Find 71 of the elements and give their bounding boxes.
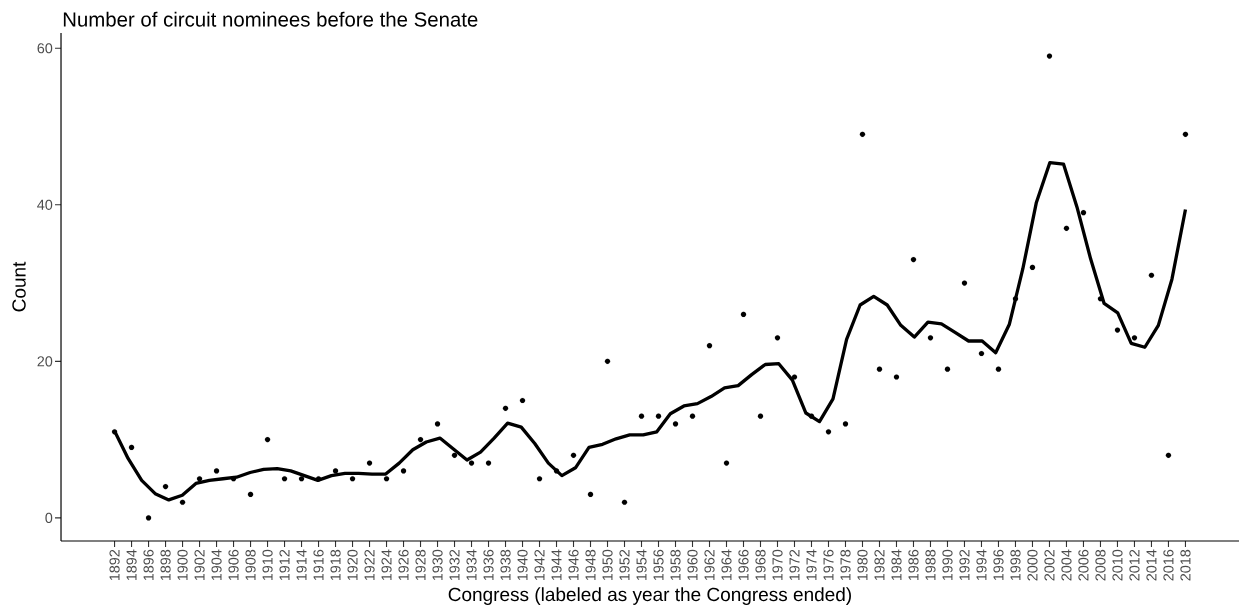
x-tick-label: 1894 [126,549,137,581]
x-tick-label: 1908 [245,549,256,581]
x-tick-label: 2004 [1061,549,1072,581]
x-tick-label: 1990 [942,549,953,581]
y-tick-label: 40 [37,199,53,210]
chart-title: Number of circuit nominees before the Senate [63,11,478,27]
x-tick-label: 2008 [1095,549,1106,581]
x-tick-label: 1938 [500,549,511,581]
x-tick-label: 1960 [687,549,698,581]
x-tick-label: 1982 [874,549,885,581]
y-tick-label: 20 [37,356,53,367]
x-tick-label: 1994 [976,549,987,581]
x-tick-label: 2000 [1027,549,1038,581]
x-tick-label: 1904 [211,549,222,581]
x-tick-label: 2006 [1078,549,1089,581]
x-tick-label: 1956 [653,549,664,581]
y-tick-label: 60 [37,43,53,54]
x-tick-label: 1950 [602,549,613,581]
x-tick-label: 1922 [364,549,375,581]
x-tick-label: 1906 [228,549,239,581]
x-tick-label: 1978 [840,549,851,581]
x-tick-label: 1954 [636,549,647,581]
x-tick-label: 2016 [1163,549,1174,581]
x-tick-label: 1984 [891,549,902,581]
x-tick-label: 1948 [585,549,596,581]
x-tick-label: 1942 [534,549,545,581]
x-tick-label: 2014 [1146,549,1157,581]
x-tick-label: 1958 [670,549,681,581]
x-tick-label: 1924 [381,549,392,581]
x-tick-label: 1996 [993,549,1004,581]
x-tick-label: 1916 [313,549,324,581]
x-tick-label: 1900 [177,549,188,581]
x-tick-label: 2012 [1129,549,1140,581]
y-tick-label: 0 [45,512,53,523]
x-tick-label: 1892 [109,549,120,581]
x-tick-label: 1952 [619,549,630,581]
x-tick-label: 2018 [1180,549,1191,581]
x-tick-label: 1976 [823,549,834,581]
x-tick-label: 1932 [449,549,460,581]
x-tick-label: 1972 [789,549,800,581]
x-tick-label: 1944 [551,549,562,581]
x-tick-label: 1912 [279,549,290,581]
x-tick-label: 1964 [721,549,732,581]
x-tick-label: 1896 [143,549,154,581]
x-tick-label: 1918 [330,549,341,581]
x-tick-label: 1968 [755,549,766,581]
x-tick-label: 1898 [160,549,171,581]
x-tick-label: 1966 [738,549,749,581]
x-tick-label: 1962 [704,549,715,581]
x-tick-label: 1926 [398,549,409,581]
x-tick-label: 1914 [296,549,307,581]
x-tick-label: 1986 [908,549,919,581]
x-tick-label: 1910 [262,549,273,581]
x-tick-label: 1988 [925,549,936,581]
y-axis-title: Count [12,261,26,312]
x-tick-label: 2010 [1112,549,1123,581]
x-tick-label: 1920 [347,549,358,581]
x-tick-label: 1936 [483,549,494,581]
x-tick-label: 1974 [806,549,817,581]
x-tick-label: 1970 [772,549,783,581]
x-tick-label: 1980 [857,549,868,581]
x-tick-label: 1946 [568,549,579,581]
x-tick-label: 1940 [517,549,528,581]
x-tick-label: 2002 [1044,549,1055,581]
x-tick-label: 1934 [466,549,477,581]
x-tick-label: 1928 [415,549,426,581]
x-tick-label: 1930 [432,549,443,581]
x-tick-label: 1992 [959,549,970,581]
x-tick-label: 1998 [1010,549,1021,581]
x-tick-label: 1902 [194,549,205,581]
x-axis-title: Congress (labeled as year the Congress ended) [448,587,851,605]
